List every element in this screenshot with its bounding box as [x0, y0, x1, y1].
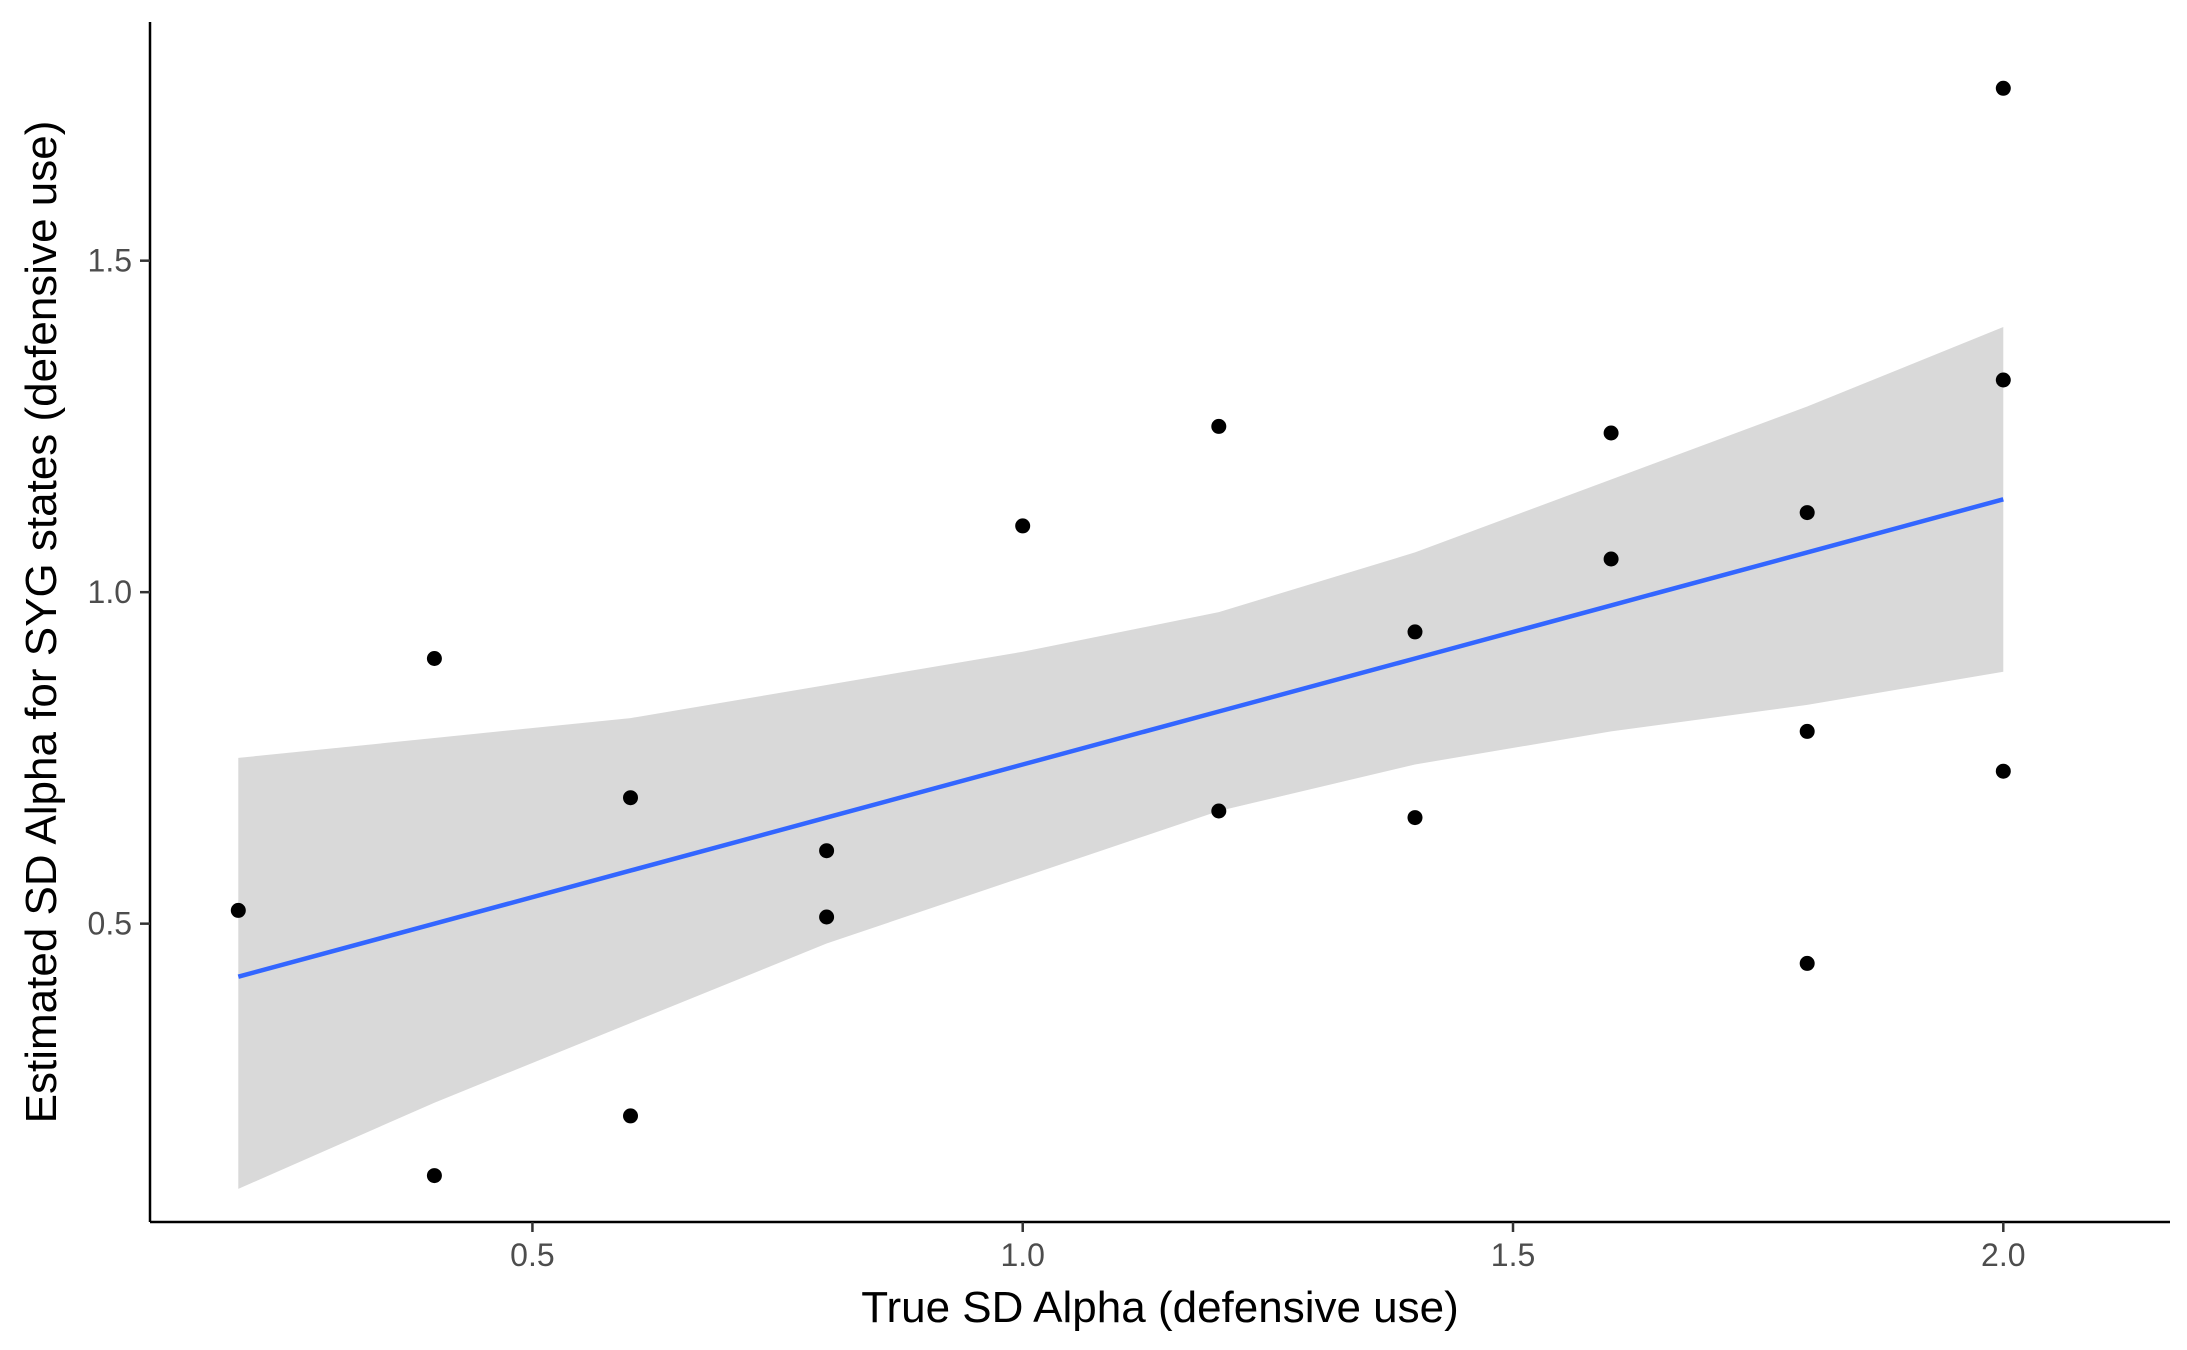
y-tick-label: 1.0	[88, 574, 132, 610]
data-point	[1995, 372, 2011, 388]
points-layer	[230, 80, 2011, 1184]
y-tick-label: 1.5	[88, 243, 132, 279]
fit-line-layer	[237, 497, 2004, 979]
data-point	[1995, 80, 2011, 96]
fit-line	[237, 497, 2004, 979]
data-point	[426, 1168, 442, 1184]
data-point	[1799, 955, 1815, 971]
x-tick-label: 1.5	[1491, 1237, 1535, 1273]
data-point	[1995, 763, 2011, 779]
data-point	[623, 1108, 638, 1124]
data-point	[819, 843, 835, 859]
data-point	[1603, 425, 1619, 441]
data-point	[819, 909, 835, 925]
y-axis-title: Estimated SD Alpha for SYG states (defen…	[17, 121, 66, 1124]
x-tick-label: 2.0	[1981, 1237, 2025, 1273]
data-point	[230, 902, 246, 918]
y-tick-label: 0.5	[88, 906, 132, 942]
confidence-ribbon-layer	[238, 327, 2004, 1189]
data-point	[1407, 810, 1423, 826]
data-point	[1407, 624, 1423, 640]
data-point	[1015, 518, 1031, 534]
x-tick-label: 0.5	[510, 1237, 554, 1273]
x-ticks-layer: 0.5 1.0 1.5 2.0	[510, 1222, 2026, 1273]
data-point	[1603, 551, 1619, 567]
data-point	[623, 790, 638, 806]
data-point	[1211, 803, 1227, 819]
data-point	[1211, 418, 1227, 434]
confidence-ribbon	[238, 327, 2004, 1189]
data-point	[1799, 505, 1815, 521]
y-ticks-layer: 0.5 1.0 1.5	[88, 243, 150, 942]
data-point	[426, 651, 442, 666]
x-axis-title: True SD Alpha (defensive use)	[861, 1283, 1459, 1332]
axes-layer	[148, 22, 2170, 1224]
x-tick-label: 1.0	[1000, 1237, 1044, 1273]
data-point	[1799, 723, 1815, 739]
